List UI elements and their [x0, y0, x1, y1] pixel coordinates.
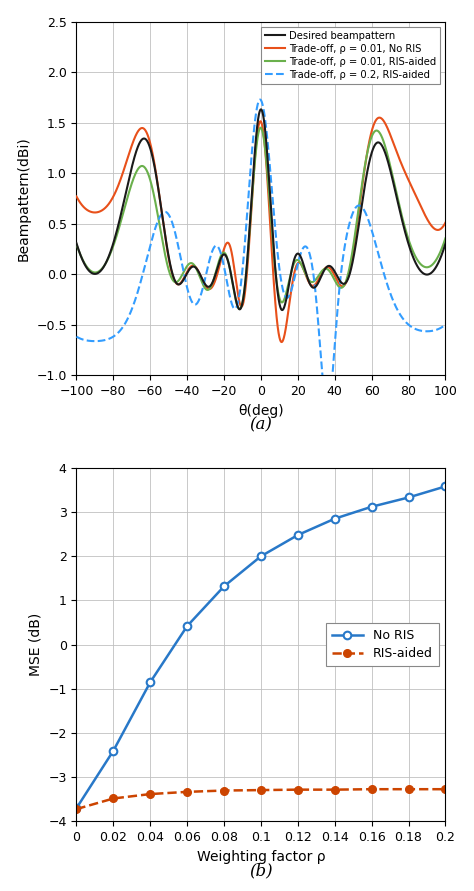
Desired beampattern: [342, 278, 347, 289]
Desired beampattern: [279, 305, 285, 315]
Trade-off, ρ = 0.01, No RIS: [431, 224, 437, 234]
Line: Desired beampattern: Desired beampattern: [76, 110, 446, 310]
Trade-off, ρ = 0.2, RIS-aided: [431, 325, 437, 336]
Desired beampattern: [258, 104, 264, 115]
Legend: Desired beampattern, Trade-off, ρ = 0.01, No RIS, Trade-off, ρ = 0.01, RIS-aided: Desired beampattern, Trade-off, ρ = 0.01…: [261, 27, 440, 84]
Desired beampattern: [73, 238, 79, 249]
Trade-off, ρ = 0.01, No RIS: [279, 337, 284, 347]
Desired beampattern: [443, 239, 448, 249]
Desired beampattern: [249, 191, 255, 201]
Trade-off, ρ = 0.2, RIS-aided: [342, 241, 347, 252]
Trade-off, ρ = 0.01, RIS-aided: [443, 233, 448, 243]
No RIS: [258, 551, 264, 561]
Trade-off, ρ = 0.01, RIS-aided: [413, 252, 419, 263]
Trade-off, ρ = 0.2, RIS-aided: [73, 331, 79, 342]
Desired beampattern: [228, 271, 234, 282]
Trade-off, ρ = 0.01, RIS-aided: [232, 288, 237, 298]
RIS-aided: [221, 785, 227, 796]
Trade-off, ρ = 0.01, RIS-aided: [258, 122, 264, 133]
No RIS: [332, 513, 337, 524]
Trade-off, ρ = 0.01, RIS-aided: [342, 279, 347, 290]
RIS-aided: [332, 784, 337, 795]
Desired beampattern: [413, 258, 419, 269]
Trade-off, ρ = 0.01, No RIS: [228, 246, 234, 257]
Y-axis label: Beampattern(dBi): Beampattern(dBi): [17, 136, 31, 261]
X-axis label: θ(deg): θ(deg): [238, 404, 284, 418]
Trade-off, ρ = 0.2, RIS-aided: [325, 405, 330, 415]
No RIS: [443, 481, 448, 492]
Trade-off, ρ = 0.01, RIS-aided: [431, 257, 437, 268]
No RIS: [369, 502, 374, 512]
RIS-aided: [258, 785, 264, 796]
Trade-off, ρ = 0.2, RIS-aided: [232, 303, 237, 314]
Line: Trade-off, ρ = 0.01, No RIS: Trade-off, ρ = 0.01, No RIS: [76, 118, 446, 342]
X-axis label: Weighting factor ρ: Weighting factor ρ: [197, 850, 325, 863]
Legend: No RIS, RIS-aided: No RIS, RIS-aided: [326, 623, 439, 666]
Trade-off, ρ = 0.01, No RIS: [232, 265, 237, 275]
No RIS: [184, 621, 190, 632]
No RIS: [406, 492, 411, 503]
RIS-aided: [73, 804, 79, 814]
Trade-off, ρ = 0.01, No RIS: [443, 217, 448, 228]
Text: (b): (b): [249, 862, 273, 879]
No RIS: [147, 677, 153, 688]
Trade-off, ρ = 0.2, RIS-aided: [228, 298, 234, 308]
Trade-off, ρ = 0.01, No RIS: [413, 191, 419, 201]
Line: Trade-off, ρ = 0.01, RIS-aided: Trade-off, ρ = 0.01, RIS-aided: [76, 127, 446, 309]
Trade-off, ρ = 0.2, RIS-aided: [443, 319, 448, 330]
Desired beampattern: [232, 287, 237, 298]
Trade-off, ρ = 0.01, No RIS: [73, 192, 79, 202]
RIS-aided: [369, 784, 374, 795]
Trade-off, ρ = 0.01, RIS-aided: [237, 304, 242, 315]
RIS-aided: [406, 784, 411, 795]
Text: (a): (a): [249, 416, 273, 433]
No RIS: [221, 581, 227, 592]
No RIS: [110, 746, 116, 756]
Desired beampattern: [431, 265, 437, 275]
RIS-aided: [295, 784, 301, 795]
Trade-off, ρ = 0.01, No RIS: [342, 280, 347, 290]
No RIS: [73, 803, 79, 813]
Line: No RIS: No RIS: [73, 483, 449, 812]
Y-axis label: MSE (dB): MSE (dB): [29, 613, 43, 676]
Trade-off, ρ = 0.2, RIS-aided: [413, 323, 419, 334]
Trade-off, ρ = 0.01, RIS-aided: [73, 239, 79, 249]
RIS-aided: [147, 789, 153, 799]
Trade-off, ρ = 0.2, RIS-aided: [257, 94, 263, 105]
RIS-aided: [110, 793, 116, 804]
Line: RIS-aided: RIS-aided: [73, 785, 449, 813]
RIS-aided: [184, 787, 190, 797]
Trade-off, ρ = 0.01, No RIS: [249, 198, 255, 208]
Trade-off, ρ = 0.01, RIS-aided: [228, 272, 234, 282]
Trade-off, ρ = 0.01, No RIS: [376, 112, 382, 123]
Trade-off, ρ = 0.2, RIS-aided: [249, 149, 255, 159]
Trade-off, ρ = 0.01, RIS-aided: [249, 194, 255, 205]
No RIS: [295, 530, 301, 541]
Line: Trade-off, ρ = 0.2, RIS-aided: Trade-off, ρ = 0.2, RIS-aided: [76, 100, 446, 410]
RIS-aided: [443, 784, 448, 795]
